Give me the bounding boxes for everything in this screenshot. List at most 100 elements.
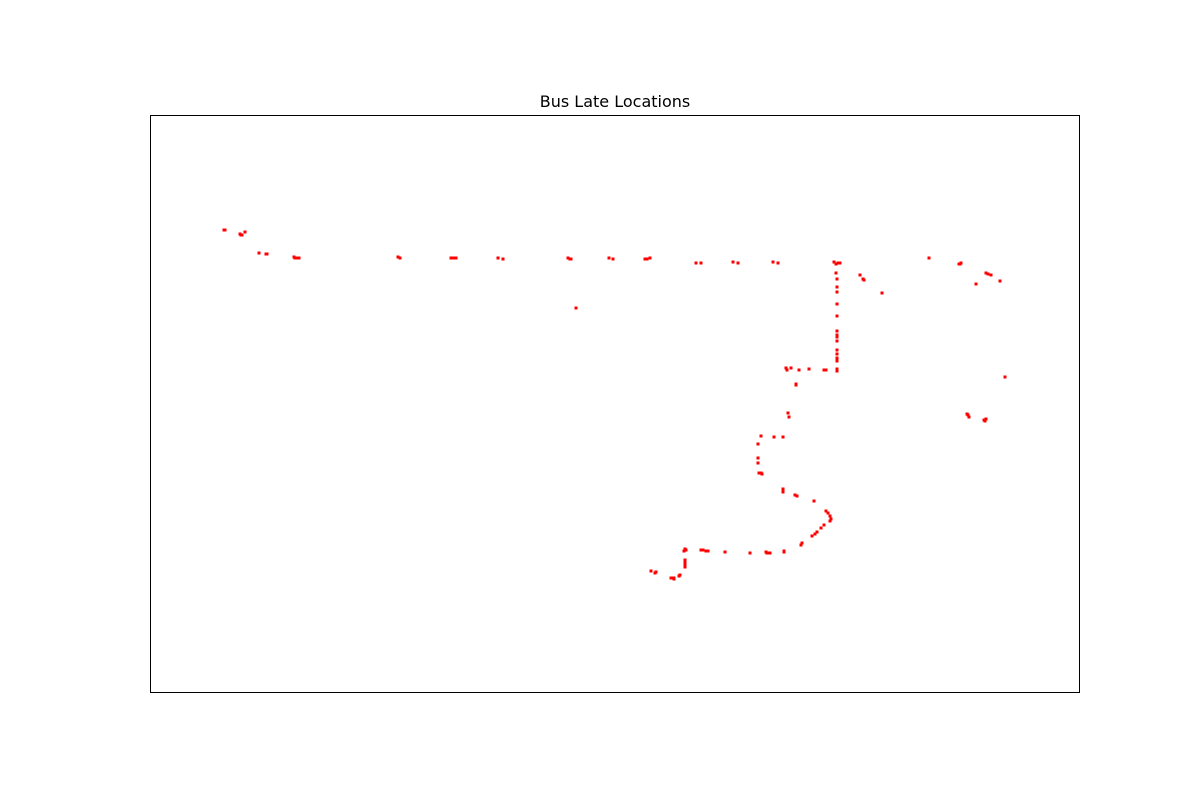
scatter-point [832,260,836,264]
scatter-point [835,352,839,356]
scatter-point [611,257,615,261]
scatter-point [828,514,832,518]
scatter-point [797,368,801,372]
scatter-point [967,415,971,419]
scatter-point [835,290,839,294]
scatter-point [683,558,687,562]
scatter-point [812,499,816,503]
scatter-point [781,487,785,491]
chart-title: Bus Late Locations [540,92,690,111]
scatter-point [704,549,708,553]
scatter-point [643,257,647,261]
scatter-point [701,548,705,552]
scatter-point [835,302,839,306]
scatter-point [723,550,727,554]
scatter-point [794,383,798,387]
scatter-point [826,511,830,515]
scatter-point [862,278,866,282]
scatter-point [786,411,790,415]
scatter-point [974,282,978,286]
scatter-point [807,367,811,371]
scatter-point [822,368,826,372]
scatter-point [1003,375,1007,379]
scatter-point [396,255,400,259]
scatter-point [983,419,987,423]
scatter-point [649,569,653,573]
scatter-point [683,561,687,565]
scatter-point [683,563,687,567]
scatter-point [496,256,500,260]
scatter-point [297,256,301,260]
scatter-point [699,261,703,265]
scatter-point [784,366,788,370]
scatter-point [654,570,658,574]
scatter-point [835,339,839,343]
scatter-point [240,233,244,237]
scatter-point [736,261,740,265]
scatter-point [785,368,789,372]
scatter-point [810,534,814,538]
scatter-point [998,279,1002,283]
scatter-point [706,549,710,553]
scatter-point [781,490,785,494]
scatter-point [989,273,993,277]
scatter-point [835,333,839,337]
scatter-point [984,417,988,421]
scatter-point [835,359,839,363]
scatter-point [694,261,698,265]
scatter-point [858,273,862,277]
scatter-point [836,261,840,265]
scatter-point [683,547,687,551]
scatter-point [454,256,458,260]
scatter-point [757,471,761,475]
scatter-point [835,314,839,318]
scatter-point [569,257,573,261]
scatter-point [835,329,839,333]
scatter-point [748,551,752,555]
scatter-point [966,413,970,417]
scatter-point [782,550,786,554]
scatter-point [824,368,828,372]
scatter-point [645,257,649,261]
scatter-point [760,472,764,476]
scatter-point [815,530,819,534]
scatter-point [880,291,884,295]
scatter-point [799,543,803,547]
scatter-point [986,272,990,276]
scatter-point [574,306,578,310]
scatter-point [683,565,687,569]
scatter-point [607,256,611,260]
scatter-point [787,415,791,419]
scatter-point [772,435,776,439]
scatter-point [682,549,686,553]
scatter-point [789,366,793,370]
scatter-point [677,574,681,578]
scatter-point [781,435,785,439]
scatter-point [835,335,839,339]
scatter-point [243,230,247,234]
scatter-point [566,256,570,260]
scatter-point [759,434,763,438]
scatter-point [776,261,780,265]
scatter-point [449,256,453,260]
scatter-point [927,256,931,260]
scatter-point [834,262,838,266]
scatter-point [835,356,839,360]
scatter-point [835,367,839,371]
scatter-point [838,261,842,265]
scatter-point [768,551,772,555]
scatter-point [257,251,261,255]
scatter-point [731,260,735,264]
scatter-point [756,442,760,446]
scatter-point [756,461,760,465]
scatter-point [795,494,799,498]
scatter-point [959,261,963,265]
data-points [222,228,1007,581]
scatter-point [398,256,402,260]
scatter-point [265,252,269,256]
scatter-point [699,548,703,552]
scatter-point [800,541,804,545]
scatter-point [984,271,988,275]
